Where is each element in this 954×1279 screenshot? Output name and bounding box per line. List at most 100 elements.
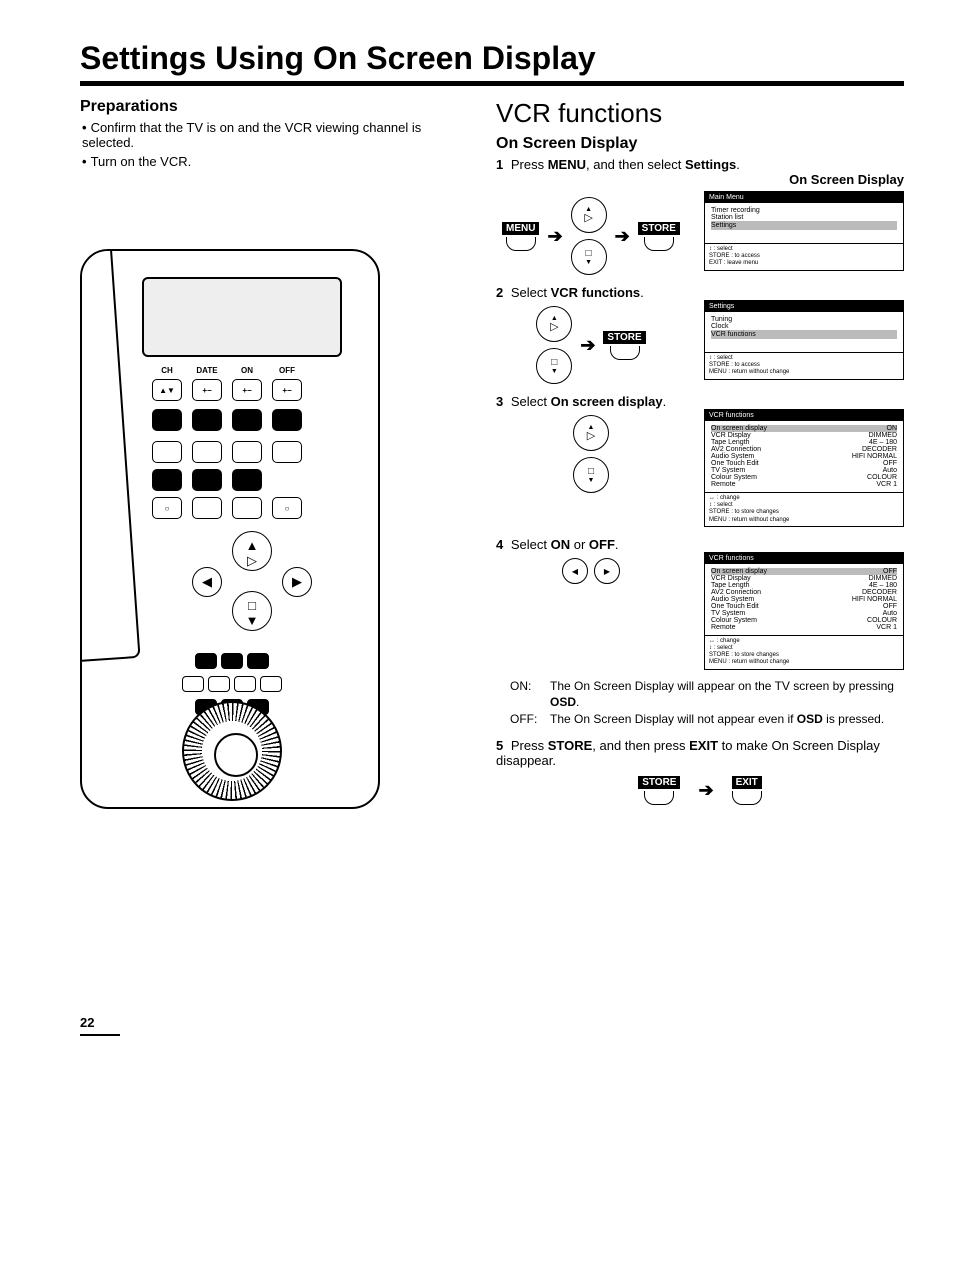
- page-number-rule: [80, 1034, 120, 1036]
- title-rule: [80, 81, 904, 86]
- step-text: .: [640, 285, 644, 300]
- remote-button: +−: [232, 379, 262, 401]
- nav-down-icon: □▼: [232, 591, 272, 631]
- remote-button: +−: [192, 379, 222, 401]
- step-text: .: [736, 157, 740, 172]
- explain-bold: OSD: [550, 695, 576, 709]
- preparations-heading: Preparations: [80, 98, 466, 116]
- step-bold: OFF: [589, 537, 615, 552]
- remote-button: ○: [272, 497, 302, 519]
- osd-settings-menu: Settings Tuning Clock VCR functions ↕ : …: [704, 300, 904, 380]
- explain-text: The On Screen Display will not appear ev…: [550, 712, 797, 726]
- nav-right-icon: ▶: [282, 567, 312, 597]
- remote-button: [192, 497, 222, 519]
- step-number: 3: [496, 394, 503, 409]
- step-4: 4 Select ON or OFF. VCR functions On scr…: [496, 537, 904, 728]
- osd-vcr-functions-on: VCR functions On screen displayONVCR Dis…: [704, 409, 904, 527]
- step-number: 5: [496, 738, 503, 753]
- nav-down-icon: [571, 239, 607, 275]
- arrow-right-icon: ➔: [615, 226, 630, 247]
- step-text: Select: [511, 394, 551, 409]
- explain-text: is pressed.: [823, 712, 884, 726]
- remote-button: [152, 441, 182, 463]
- explain-text: The On Screen Display will appear on the…: [550, 679, 894, 693]
- remote-label: ON: [232, 366, 262, 375]
- step-2: 2 Select VCR functions. ➔ STORE Sett: [496, 285, 904, 384]
- page-number: 22: [80, 1015, 94, 1030]
- store-button-icon: STORE: [638, 222, 680, 251]
- remote-store-button: [232, 469, 262, 491]
- remote-button: [232, 409, 262, 431]
- osd-label: On Screen Display: [496, 172, 904, 187]
- nav-up-icon: [571, 197, 607, 233]
- arrow-right-icon: ➔: [547, 226, 562, 247]
- prep-item: Confirm that the TV is on and the VCR vi…: [82, 120, 466, 150]
- remote-button: [192, 409, 222, 431]
- step-1: 1 Press MENU, and then select Settings. …: [496, 157, 904, 275]
- step-text: Select: [511, 285, 551, 300]
- step-text: Select: [511, 537, 551, 552]
- prep-item: Turn on the VCR.: [82, 154, 466, 169]
- explain-bold: OSD: [797, 712, 823, 726]
- remote-nav-cluster: ▲▷ □▼ ◀ ▶: [182, 531, 322, 641]
- step-5: 5 Press STORE, and then press EXIT to ma…: [496, 738, 904, 805]
- store-button-icon: STORE: [638, 776, 680, 805]
- remote-label: DATE: [192, 366, 222, 375]
- step-number: 2: [496, 285, 503, 300]
- page-title: Settings Using On Screen Display: [80, 40, 904, 77]
- arrow-right-icon: ➔: [580, 335, 595, 356]
- nav-down-icon: [536, 348, 572, 384]
- step-number: 4: [496, 537, 503, 552]
- explain-on-tag: ON:: [510, 678, 544, 712]
- jog-dial-icon: [182, 701, 282, 801]
- menu-button-icon: MENU: [502, 222, 539, 251]
- remote-menu-button: [152, 469, 182, 491]
- vcr-functions-heading: VCR functions: [496, 98, 904, 129]
- step-3: 3 Select On screen display. VCR function…: [496, 394, 904, 527]
- remote-button: ▲▼: [152, 379, 182, 401]
- step-bold: STORE: [548, 738, 593, 753]
- remote-button: [232, 441, 262, 463]
- remote-illustration: CH DATE ON OFF ▲▼ +− +− +−: [80, 249, 380, 809]
- remote-button: [152, 409, 182, 431]
- step-bold: On screen display: [551, 394, 663, 409]
- osd-subheading: On Screen Display: [496, 135, 904, 153]
- nav-down-icon: [573, 457, 609, 493]
- step-bold: MENU: [548, 157, 586, 172]
- step-text: Press: [511, 157, 548, 172]
- step-number: 1: [496, 157, 503, 172]
- step-text: Press: [511, 738, 548, 753]
- explain-off-tag: OFF:: [510, 711, 544, 728]
- nav-up-icon: [536, 306, 572, 342]
- remote-button: [272, 441, 302, 463]
- nav-left-icon: [562, 558, 588, 584]
- osd-vcr-functions-off: VCR functions On screen displayOFFVCR Di…: [704, 552, 904, 670]
- nav-left-icon: ◀: [192, 567, 222, 597]
- remote-button: [232, 497, 262, 519]
- step-bold: Settings: [685, 157, 736, 172]
- step-text: .: [615, 537, 619, 552]
- nav-right-icon: [594, 558, 620, 584]
- remote-button: ○: [152, 497, 182, 519]
- remote-button: +−: [272, 379, 302, 401]
- nav-up-icon: [573, 415, 609, 451]
- osd-main-menu: Main Menu Timer recording Station list S…: [704, 191, 904, 271]
- remote-label: CH: [152, 366, 182, 375]
- nav-up-icon: ▲▷: [232, 531, 272, 571]
- remote-button: [272, 409, 302, 431]
- exit-button-icon: EXIT: [732, 776, 762, 805]
- remote-label: OFF: [272, 366, 302, 375]
- preparations-list: Confirm that the TV is on and the VCR vi…: [82, 120, 466, 169]
- remote-button: [192, 441, 222, 463]
- step-text: or: [570, 537, 589, 552]
- step-bold: VCR functions: [551, 285, 641, 300]
- step-bold: EXIT: [689, 738, 718, 753]
- remote-exit-button: [192, 469, 222, 491]
- step-text: , and then select: [586, 157, 685, 172]
- step-text: , and then press: [592, 738, 689, 753]
- step-bold: ON: [551, 537, 571, 552]
- store-button-icon: STORE: [603, 331, 645, 360]
- arrow-right-icon: ➔: [698, 780, 713, 801]
- step-text: .: [663, 394, 667, 409]
- explain-text: .: [576, 695, 579, 709]
